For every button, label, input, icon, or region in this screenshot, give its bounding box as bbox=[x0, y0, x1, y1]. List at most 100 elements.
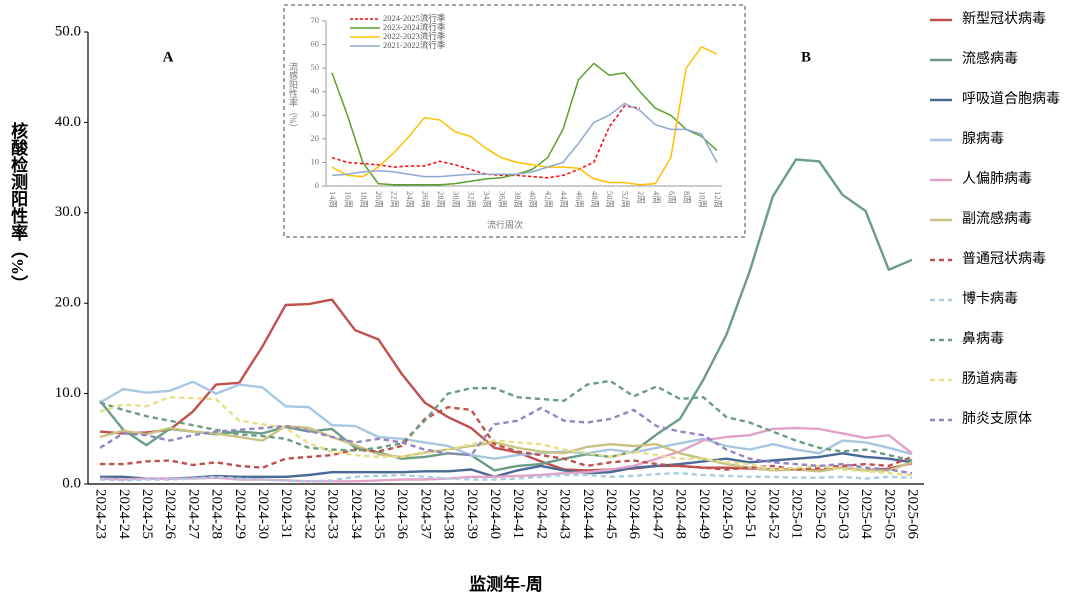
series-line bbox=[99, 472, 913, 483]
x-tick-label: 52周 bbox=[621, 191, 631, 208]
x-tick-label: 2024-50 bbox=[719, 489, 735, 539]
inset-y-title: 流感阳性率（%） bbox=[288, 61, 298, 133]
legend-label: 2022-2023流行季 bbox=[383, 31, 446, 41]
x-tick-label: 10周 bbox=[698, 191, 708, 208]
panel-label: A bbox=[163, 49, 174, 65]
x-tick-label: 2024-31 bbox=[278, 489, 294, 539]
legend-label: 人偏肺病毒 bbox=[962, 171, 1032, 187]
series-line bbox=[100, 452, 913, 480]
y-tick-label: 10 bbox=[311, 156, 320, 166]
x-tick-label: 42周 bbox=[544, 191, 554, 208]
series-line bbox=[331, 102, 718, 178]
x-tick-label: 36周 bbox=[497, 191, 507, 208]
x-tick-label: 2024-49 bbox=[696, 489, 712, 539]
x-tick-label: 8周 bbox=[682, 191, 692, 204]
x-tick-label: 2024-41 bbox=[510, 489, 526, 539]
x-tick-label: 22周 bbox=[390, 191, 400, 208]
x-tick-label: 26周 bbox=[420, 191, 430, 208]
y-tick-label: 0.0 bbox=[62, 475, 81, 491]
x-tick-label: 2024-44 bbox=[580, 489, 596, 539]
x-tick-label: 2025-05 bbox=[881, 489, 897, 539]
x-tick-label: 44周 bbox=[559, 191, 569, 208]
inset-frame bbox=[283, 4, 746, 238]
series-line bbox=[331, 62, 718, 186]
x-tick-label: 38周 bbox=[513, 191, 523, 208]
x-tick-label: 2024-29 bbox=[232, 489, 248, 539]
legend-label: 2023-2024流行季 bbox=[383, 22, 446, 32]
legend-label: 呼吸道合胞病毒 bbox=[962, 91, 1060, 107]
x-tick-label: 46周 bbox=[574, 191, 584, 208]
legend-label: 肠道病毒 bbox=[962, 371, 1018, 387]
y-axis-title: 核酸检测阳性率（%） bbox=[8, 121, 28, 292]
series-line bbox=[331, 46, 718, 186]
x-tick-label: 2024-45 bbox=[603, 489, 619, 539]
x-tick-label: 2024-35 bbox=[371, 489, 387, 539]
legend-label: 博卡病毒 bbox=[962, 290, 1018, 307]
y-tick-label: 70 bbox=[311, 15, 320, 25]
x-tick-label: 2024-39 bbox=[464, 489, 480, 539]
x-tick-label: 40周 bbox=[528, 191, 538, 208]
series-line bbox=[331, 105, 641, 179]
x-tick-label: 2024-30 bbox=[255, 489, 271, 539]
x-tick-label: 2024-40 bbox=[487, 489, 503, 539]
x-tick-label: 20周 bbox=[374, 191, 384, 208]
y-tick-label: 20 bbox=[311, 133, 320, 143]
x-tick-label: 2024-43 bbox=[557, 489, 573, 539]
inset-x-title: 流行周次 bbox=[487, 219, 523, 230]
x-tick-label: 2025-02 bbox=[812, 489, 828, 539]
x-tick-label: 30周 bbox=[451, 191, 461, 208]
legend-label: 2024-2025流行季 bbox=[383, 13, 446, 23]
x-tick-label: 18周 bbox=[359, 191, 369, 208]
x-tick-label: 2024-46 bbox=[626, 489, 642, 539]
x-tick-label: 4周 bbox=[651, 191, 661, 204]
x-tick-label: 2024-27 bbox=[185, 489, 201, 539]
x-tick-label: 2024-32 bbox=[301, 489, 317, 539]
x-tick-label: 2024-26 bbox=[162, 489, 178, 539]
legend-label: 流感病毒 bbox=[962, 50, 1018, 67]
legend-label: 普通冠状病毒 bbox=[962, 251, 1046, 267]
x-tick-label: 2025-03 bbox=[835, 489, 851, 539]
x-tick-label: 2024-34 bbox=[348, 489, 364, 539]
y-tick-label: 40.0 bbox=[55, 114, 81, 130]
y-tick-label: 50 bbox=[311, 62, 320, 72]
legend-label: 鼻病毒 bbox=[962, 330, 1004, 347]
series-line bbox=[99, 158, 913, 472]
x-tick-label: 2024-24 bbox=[116, 489, 132, 539]
x-tick-label: 2024-47 bbox=[649, 489, 665, 539]
x-tick-label: 2024-25 bbox=[139, 489, 155, 539]
x-tick-label: 24周 bbox=[405, 191, 415, 208]
legend-label: 2021-2022流行季 bbox=[383, 40, 446, 50]
y-tick-label: 30 bbox=[311, 109, 320, 119]
x-tick-label: 2024-37 bbox=[417, 489, 433, 539]
x-tick-label: 2024-51 bbox=[742, 489, 758, 539]
y-tick-label: 0 bbox=[315, 180, 319, 190]
y-tick-label: 30.0 bbox=[55, 204, 81, 220]
legend-label: 新型冠状病毒 bbox=[962, 11, 1046, 27]
legend-label: 腺病毒 bbox=[962, 131, 1004, 147]
x-tick-label: 48周 bbox=[590, 191, 600, 208]
panel-label: B bbox=[801, 49, 811, 65]
series-line bbox=[99, 380, 913, 460]
x-tick-label: 50周 bbox=[605, 191, 615, 208]
x-axis-title: 监测年-周 bbox=[469, 574, 543, 594]
x-tick-label: 16周 bbox=[343, 191, 353, 208]
legend-label: 副流感病毒 bbox=[962, 210, 1032, 227]
x-tick-label: 28周 bbox=[436, 191, 446, 208]
x-tick-label: 6周 bbox=[667, 191, 677, 204]
x-tick-label: 2025-01 bbox=[789, 489, 805, 539]
x-tick-label: 2024-23 bbox=[93, 489, 109, 539]
x-tick-label: 2024-38 bbox=[441, 489, 457, 539]
series-line bbox=[99, 406, 913, 475]
series-line bbox=[99, 426, 913, 483]
series-line bbox=[99, 424, 913, 473]
y-tick-label: 40 bbox=[311, 86, 320, 96]
x-tick-label: 2024-36 bbox=[394, 489, 410, 539]
x-tick-label: 2周 bbox=[636, 191, 646, 204]
y-tick-label: 20.0 bbox=[55, 295, 81, 311]
x-tick-label: 12周 bbox=[713, 191, 723, 208]
series-line bbox=[99, 379, 913, 462]
y-tick-label: 50.0 bbox=[55, 23, 81, 39]
x-tick-label: 2024-33 bbox=[325, 489, 341, 539]
x-tick-label: 34周 bbox=[482, 191, 492, 208]
